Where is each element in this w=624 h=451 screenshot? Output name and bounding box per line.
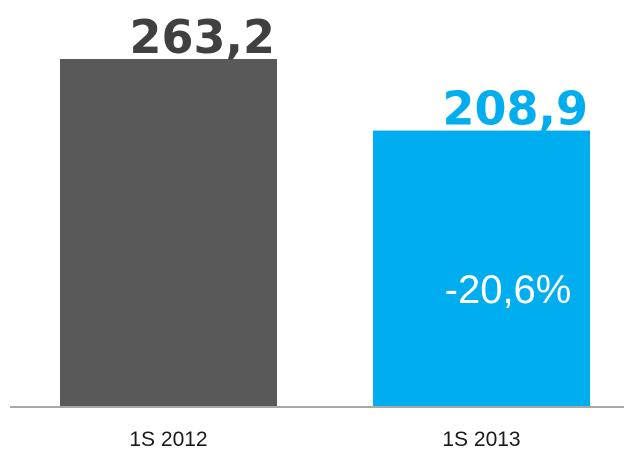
change-percentage-label: -20,6%: [445, 268, 572, 312]
x-tick-label-2: 1S 2013: [442, 428, 520, 451]
value-label-1: 263,2: [129, 10, 275, 64]
bars-layer: [60, 59, 590, 406]
bar-1: [60, 59, 277, 406]
value-label-2: 208,9: [442, 82, 588, 136]
labels-layer: 263,2 1S 2012 208,9 1S 2013: [129, 10, 588, 451]
bar-2: [373, 130, 590, 406]
x-tick-label-1: 1S 2012: [129, 428, 207, 451]
